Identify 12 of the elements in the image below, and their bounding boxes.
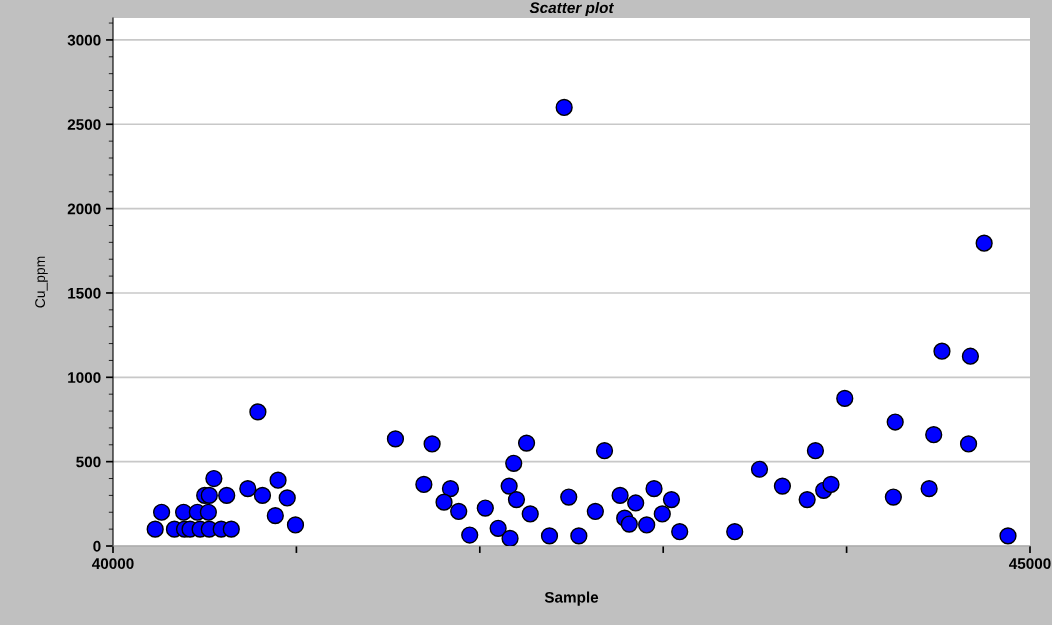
y-tick-label: 1000 bbox=[68, 372, 101, 383]
y-tick-label: 2500 bbox=[67, 119, 101, 130]
x-tick-label: 45000 bbox=[1008, 558, 1051, 570]
y-axis-title: Cu_ppm bbox=[35, 256, 48, 308]
x-tick-label: 40000 bbox=[91, 558, 134, 570]
x-axis-title: Sample bbox=[544, 591, 599, 606]
chart-title: Scatter plot bbox=[529, 1, 615, 17]
y-tick-label: 1500 bbox=[68, 287, 101, 299]
y-tick-label: 3000 bbox=[67, 34, 101, 46]
y-tick-label: 2000 bbox=[67, 203, 101, 215]
y-tick-label: 0 bbox=[93, 540, 101, 552]
y-tick-label: 500 bbox=[76, 456, 101, 468]
